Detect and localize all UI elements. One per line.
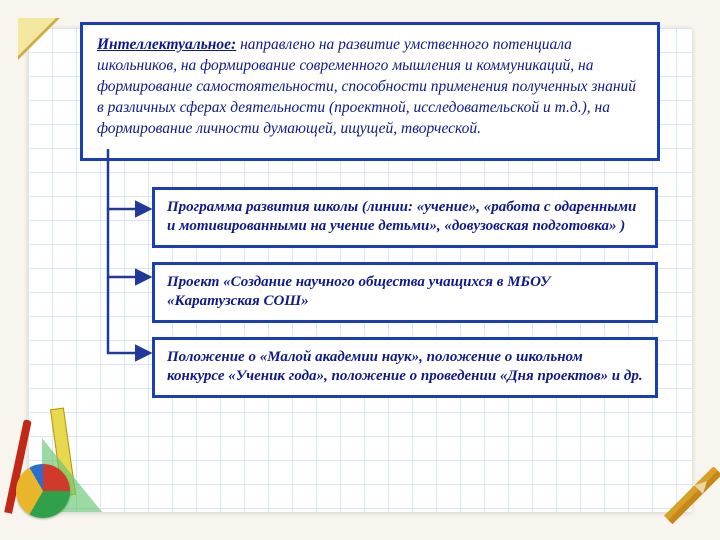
school-tools-icon (6, 417, 116, 522)
sub-box-project: Проект «Создание научного общества учащи… (152, 262, 658, 323)
main-definition-box: Интеллектуальное: направлено на развитие… (80, 22, 660, 161)
sub-box-regulation: Положение о «Малой академии наук», полож… (152, 337, 658, 398)
sub-box-text: Положение о «Малой академии наук», полож… (167, 349, 643, 385)
sub-box-program: Программа развития школы (линии: «учение… (152, 187, 658, 248)
sub-box-text: Программа развития школы (линии: «учение… (167, 199, 636, 235)
connector-arrows-icon (42, 149, 152, 409)
main-box-title: Интеллектуальное: (97, 36, 236, 53)
sub-items-area: Программа развития школы (линии: «учение… (42, 187, 658, 398)
sub-box-text: Проект «Создание научного общества учащи… (167, 274, 550, 310)
content-area: Интеллектуальное: направлено на развитие… (0, 0, 720, 422)
